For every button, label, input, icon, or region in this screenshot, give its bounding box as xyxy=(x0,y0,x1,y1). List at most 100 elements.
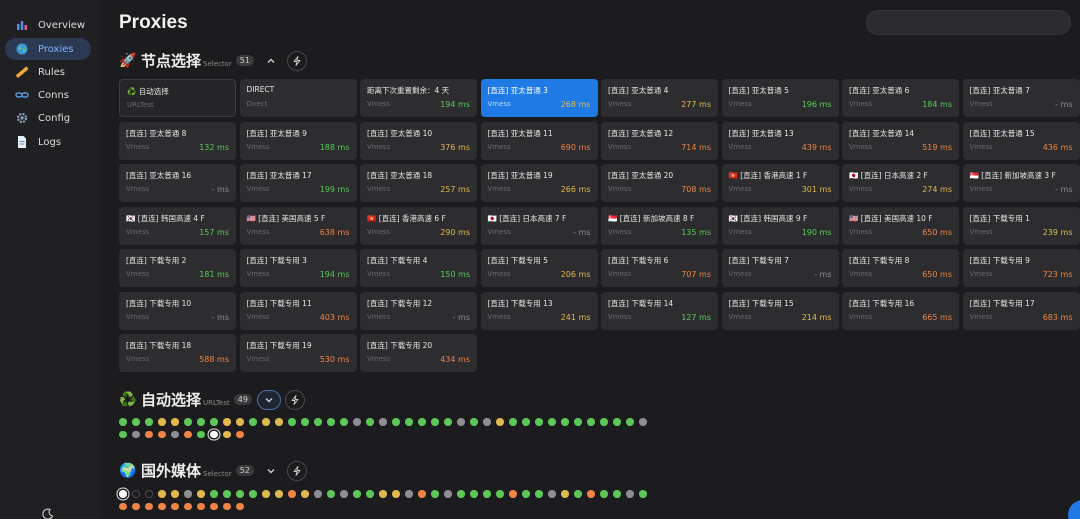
latency-dot[interactable] xyxy=(444,418,452,426)
proxy-card[interactable]: [直连] 下载专用 13 Vmess 241 ms xyxy=(480,291,598,330)
group-name[interactable]: 节点选择 xyxy=(141,52,202,70)
proxy-card[interactable]: [直连] 下载专用 7 Vmess - ms xyxy=(721,249,839,287)
proxy-card[interactable]: [直连] 下载专用 11 Vmess 403 ms xyxy=(239,291,357,330)
latency-dot[interactable] xyxy=(158,502,166,510)
latency-dot[interactable] xyxy=(236,502,244,510)
latency-dot[interactable] xyxy=(275,418,283,426)
latency-dot[interactable] xyxy=(288,418,296,426)
latency-dot[interactable] xyxy=(639,490,647,498)
proxy-card[interactable]: [直连] 亚太普通 15 Vmess 436 ms xyxy=(962,121,1080,160)
latency-dot[interactable] xyxy=(353,418,361,426)
proxy-card[interactable]: [直连] 亚太普通 17 Vmess 199 ms xyxy=(239,164,357,202)
floating-action-button[interactable] xyxy=(1068,500,1080,519)
latency-dot[interactable] xyxy=(431,490,439,498)
latency-dot[interactable] xyxy=(600,418,608,426)
latency-dot[interactable] xyxy=(522,490,530,498)
proxy-card[interactable]: [直连] 亚太普通 7 Vmess - ms xyxy=(962,79,1080,117)
latency-dot[interactable] xyxy=(340,490,348,498)
proxy-card[interactable]: [直连] 亚太普通 13 Vmess 439 ms xyxy=(721,121,839,160)
latency-dot[interactable] xyxy=(561,490,569,498)
proxy-card[interactable]: [直连] 下载专用 20 Vmess 434 ms xyxy=(360,334,477,372)
latency-dot[interactable] xyxy=(145,490,153,498)
latency-dot[interactable] xyxy=(314,418,322,426)
proxy-card[interactable]: [直连] 亚太普通 5 Vmess 196 ms xyxy=(721,79,839,117)
latency-dot[interactable] xyxy=(379,490,387,498)
proxy-card[interactable]: [直连] 下载专用 8 Vmess 650 ms xyxy=(842,249,959,287)
proxy-card[interactable]: [直连] 下载专用 12 Vmess - ms xyxy=(360,291,477,330)
proxy-card[interactable]: [直连] 下载专用 4 Vmess 150 ms xyxy=(360,249,477,287)
latency-dot[interactable] xyxy=(197,430,205,438)
proxy-card[interactable]: [直连] 下载专用 19 Vmess 530 ms xyxy=(239,334,357,372)
latency-dot[interactable] xyxy=(366,490,374,498)
latency-dot[interactable] xyxy=(171,502,179,510)
latency-dot[interactable] xyxy=(223,502,231,510)
nav-logs[interactable]: Logs xyxy=(5,131,91,153)
latency-test-button[interactable] xyxy=(286,50,307,71)
expand-toggle[interactable] xyxy=(256,389,281,410)
latency-dot[interactable] xyxy=(353,490,361,498)
proxy-card[interactable]: [直连] 亚太普通 12 Vmess 714 ms xyxy=(601,121,718,160)
proxy-card[interactable]: 🇸🇬 [直连] 新加坡高速 8 F Vmess 135 ms xyxy=(601,206,718,245)
latency-dot[interactable] xyxy=(262,490,270,498)
latency-dot[interactable] xyxy=(262,418,270,426)
proxy-card[interactable]: [直连] 亚太普通 18 Vmess 257 ms xyxy=(360,164,477,202)
latency-dot[interactable] xyxy=(132,430,140,438)
latency-test-button[interactable] xyxy=(286,460,307,481)
latency-test-button[interactable] xyxy=(284,389,305,410)
latency-dot[interactable] xyxy=(223,430,231,438)
proxy-card[interactable]: 🇯🇵 [直连] 日本高速 2 F Vmess 274 ms xyxy=(842,164,959,202)
proxy-card[interactable]: [直连] 下载专用 18 Vmess 588 ms xyxy=(119,334,236,372)
proxy-card[interactable]: 🇯🇵 [直连] 日本高速 7 F Vmess - ms xyxy=(480,206,598,245)
latency-dot[interactable] xyxy=(535,490,543,498)
proxy-card[interactable]: [直连] 亚太普通 8 Vmess 132 ms xyxy=(119,121,236,160)
latency-dot[interactable] xyxy=(392,418,400,426)
latency-dot[interactable] xyxy=(197,502,205,510)
group-name[interactable]: 国外媒体 xyxy=(141,462,202,480)
latency-dot[interactable] xyxy=(184,418,192,426)
proxy-card[interactable]: [直连] 亚太普通 20 Vmess 708 ms xyxy=(601,164,718,202)
proxy-card[interactable]: ♻️ 自动选择 URLTest xyxy=(119,79,236,117)
latency-dot[interactable] xyxy=(405,490,413,498)
proxy-card[interactable]: 🇺🇸 [直连] 美国高速 10 F Vmess 650 ms xyxy=(842,206,959,245)
proxy-card[interactable]: [直连] 亚太普通 16 Vmess - ms xyxy=(119,164,236,202)
latency-dot[interactable] xyxy=(535,418,543,426)
proxy-card[interactable]: [直连] 亚太普通 11 Vmess 690 ms xyxy=(480,121,598,160)
latency-dot[interactable] xyxy=(366,418,374,426)
latency-dot[interactable] xyxy=(470,418,478,426)
latency-dot[interactable] xyxy=(145,502,153,510)
latency-dot[interactable] xyxy=(119,490,127,498)
latency-dot[interactable] xyxy=(145,430,153,438)
latency-dot[interactable] xyxy=(587,418,595,426)
latency-dot[interactable] xyxy=(548,490,556,498)
latency-dot[interactable] xyxy=(392,490,400,498)
latency-dot[interactable] xyxy=(236,490,244,498)
expand-toggle[interactable] xyxy=(259,461,283,481)
latency-dot[interactable] xyxy=(275,490,283,498)
collapse-toggle[interactable] xyxy=(259,51,283,71)
moon-icon[interactable] xyxy=(42,505,54,519)
latency-dot[interactable] xyxy=(210,502,218,510)
proxy-card[interactable]: [直连] 下载专用 17 Vmess 683 ms xyxy=(962,291,1080,330)
latency-dot[interactable] xyxy=(600,490,608,498)
latency-dot[interactable] xyxy=(210,490,218,498)
latency-dot[interactable] xyxy=(171,430,179,438)
proxy-card[interactable]: [直连] 亚太普通 19 Vmess 266 ms xyxy=(480,164,598,202)
proxy-card[interactable]: 🇰🇷 [直连] 韩国高速 4 F Vmess 157 ms xyxy=(119,206,236,245)
latency-dot[interactable] xyxy=(158,490,166,498)
proxy-card[interactable]: [直连] 亚太普通 6 Vmess 184 ms xyxy=(842,79,959,117)
proxy-card[interactable]: [直连] 下载专用 14 Vmess 127 ms xyxy=(601,291,718,330)
latency-dot[interactable] xyxy=(327,418,335,426)
latency-dot[interactable] xyxy=(340,418,348,426)
proxy-card[interactable]: DIRECT Direct xyxy=(239,79,357,117)
group-name[interactable]: 自动选择 xyxy=(141,391,202,409)
proxy-card[interactable]: [直连] 下载专用 6 Vmess 707 ms xyxy=(601,249,718,287)
latency-dot[interactable] xyxy=(561,418,569,426)
latency-dot[interactable] xyxy=(444,490,452,498)
proxy-card[interactable]: 距离下次重置剩余：4 天 Vmess 194 ms xyxy=(360,79,477,117)
latency-dot[interactable] xyxy=(184,490,192,498)
proxy-card[interactable]: [直连] 亚太普通 3 Vmess 268 ms xyxy=(480,79,598,117)
proxy-card[interactable]: [直连] 亚太普通 9 Vmess 188 ms xyxy=(239,121,357,160)
latency-dot[interactable] xyxy=(210,418,218,426)
proxy-card[interactable]: [直连] 下载专用 3 Vmess 194 ms xyxy=(239,249,357,287)
latency-dot[interactable] xyxy=(613,418,621,426)
